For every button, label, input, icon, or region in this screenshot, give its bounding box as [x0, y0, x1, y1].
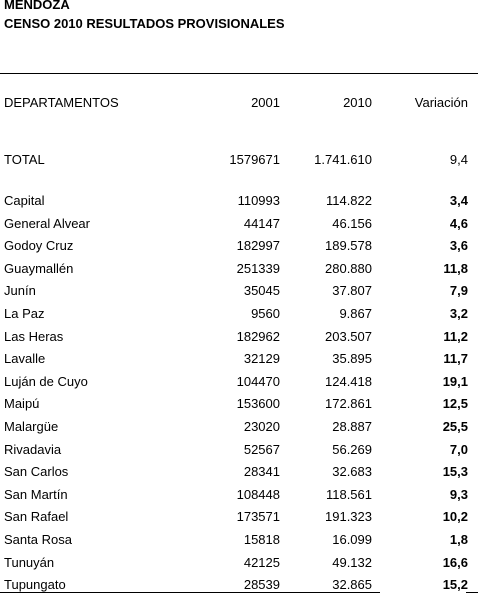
department: Capital: [4, 193, 45, 208]
value-2010: 56.269: [332, 441, 372, 457]
bottom-rule: [0, 592, 380, 593]
department: San Rafael: [4, 509, 69, 525]
department: La Paz: [4, 306, 45, 321]
variation: 10,2: [442, 509, 468, 525]
value-2001: 32129: [243, 351, 280, 367]
value-2001: 9560: [251, 306, 280, 321]
value-2001: 15818: [243, 532, 280, 547]
value-2010: 46.156: [332, 215, 372, 231]
top-rule: [0, 73, 478, 74]
department: Lavalle: [4, 351, 46, 367]
variation: 25,5: [442, 419, 468, 434]
subtitle: CENSO 2010 RESULTADOS PROVISIONALES: [4, 16, 285, 31]
value-2001: 182997: [236, 238, 280, 254]
value-2010: 203.507: [325, 328, 372, 344]
department: Godoy Cruz: [4, 238, 74, 254]
value-2001: 35045: [243, 283, 280, 299]
department: San Carlos: [4, 464, 69, 480]
variation: 12,5: [442, 396, 468, 412]
value-2001: 110993: [237, 193, 280, 208]
department: Rivadavia: [4, 441, 62, 457]
value-2001: 182962: [236, 328, 280, 344]
department: Junín: [4, 283, 36, 299]
column-header: 2010: [343, 95, 372, 110]
value-2010: 172.861: [325, 396, 372, 412]
variation: 11,8: [443, 260, 468, 276]
value-2001: 52567: [243, 441, 280, 457]
value-2010: 191.323: [325, 509, 372, 525]
value-2001: 42125: [243, 554, 280, 570]
department: Maipú: [4, 396, 40, 412]
variation: 7,0: [449, 441, 468, 457]
total-value-2010: 1.741.610: [314, 152, 372, 167]
total-value-2001: 1579671: [229, 152, 280, 167]
variation: 3,2: [449, 306, 468, 321]
value-2001: 251339: [236, 260, 280, 276]
department: Tupungato: [4, 577, 66, 593]
variation: 1,8: [449, 532, 468, 547]
value-2010: 9.867: [339, 306, 372, 321]
department: Las Heras: [4, 328, 64, 344]
department: San Martín: [4, 486, 68, 502]
variation: 3,6: [449, 238, 468, 254]
variation: 7,9: [449, 283, 468, 299]
variation: 11,7: [443, 351, 468, 367]
value-2010: 124.418: [325, 373, 372, 389]
value-2010: 35.895: [332, 351, 372, 367]
variation: 15,3: [442, 464, 468, 480]
variation: 9,3: [449, 486, 468, 502]
value-2010: 189.578: [325, 238, 372, 254]
department: General Alvear: [4, 215, 90, 231]
value-2010: 28.887: [332, 419, 372, 434]
value-2001: 153600: [236, 396, 280, 412]
title: MENDOZA: [4, 0, 70, 12]
column-header: Variación: [414, 95, 468, 110]
value-2001: 28341: [243, 464, 280, 480]
department: Tunuyán: [4, 554, 55, 570]
value-2001: 104470: [236, 373, 280, 389]
value-2010: 37.807: [332, 283, 372, 299]
department: Luján de Cuyo: [4, 373, 88, 389]
department: Malargüe: [4, 419, 59, 434]
bottom-rule-end: [466, 592, 478, 593]
value-2001: 28539: [243, 577, 280, 593]
variation: 16,6: [442, 554, 468, 570]
total-department: TOTAL: [4, 152, 45, 167]
value-2010: 32.865: [332, 577, 372, 593]
column-header: 2001: [251, 95, 280, 110]
variation: 15,2: [442, 577, 468, 593]
department: Guaymallén: [4, 260, 74, 276]
variation: 19,1: [442, 373, 468, 389]
value-2001: 44147: [243, 215, 280, 231]
variation: 3,4: [449, 193, 468, 208]
value-2010: 16.099: [332, 532, 372, 547]
column-header: DEPARTAMENTOS: [4, 95, 119, 110]
value-2010: 280.880: [325, 260, 372, 276]
value-2010: 118.561: [325, 486, 372, 502]
value-2001: 108448: [236, 486, 280, 502]
value-2010: 49.132: [332, 554, 372, 570]
value-2010: 32.683: [332, 464, 372, 480]
total-variation: 9,4: [449, 152, 468, 167]
value-2001: 23020: [243, 419, 280, 434]
variation: 4,6: [449, 215, 468, 231]
value-2001: 173571: [236, 509, 280, 525]
variation: 11,2: [443, 328, 468, 344]
value-2010: 114.822: [325, 193, 372, 208]
department: Santa Rosa: [4, 532, 72, 547]
